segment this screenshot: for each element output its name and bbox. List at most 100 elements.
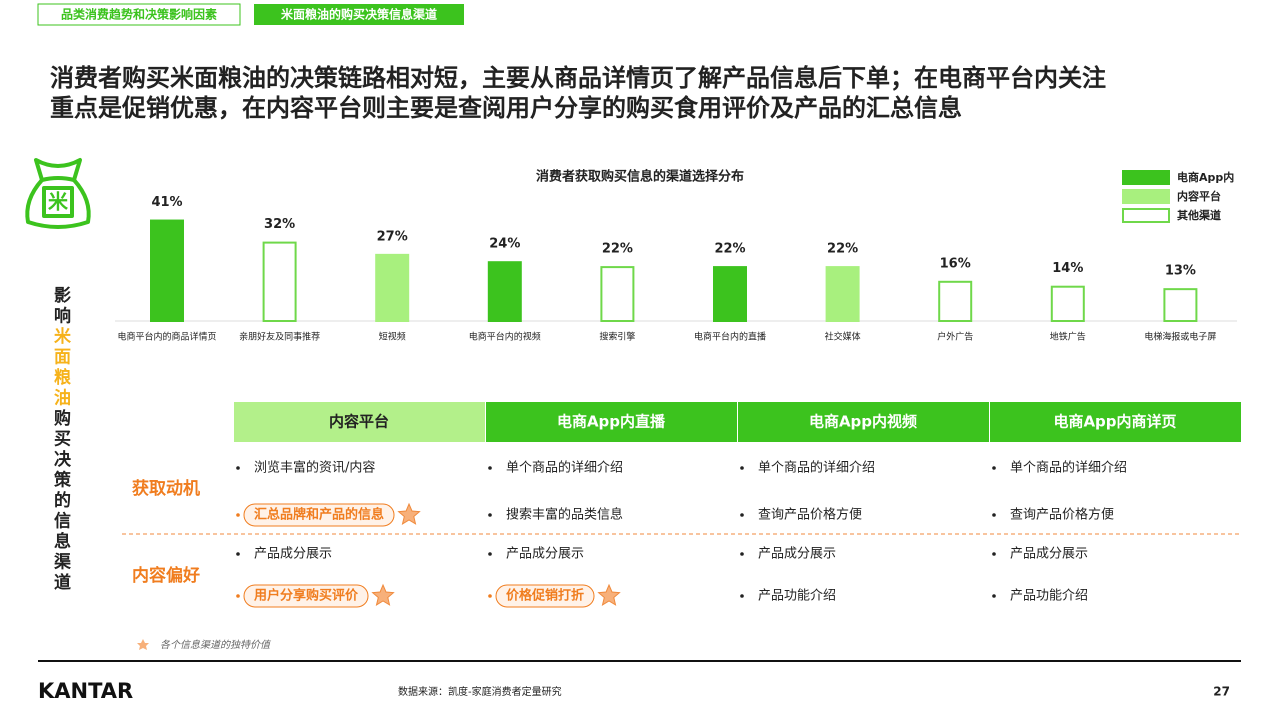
list-item: 浏览丰富的资讯/内容 bbox=[254, 460, 375, 476]
table-header-bg bbox=[990, 402, 1241, 442]
svg-text:米: 米 bbox=[48, 190, 69, 214]
tab[interactable]: 米面粮油的购买决策信息渠道 bbox=[281, 7, 437, 22]
list-item: 查询产品价格方便 bbox=[758, 507, 862, 523]
headline: 重点是促销优惠，在内容平台则主要是查阅用户分享的购买食用评价及产品的汇总信息 bbox=[50, 94, 962, 122]
star-icon bbox=[397, 502, 421, 525]
value-label: 41% bbox=[151, 195, 182, 210]
highlight-pill bbox=[243, 584, 369, 608]
x-tick-label: 地铁广告 bbox=[1050, 331, 1086, 343]
bullet bbox=[740, 552, 744, 556]
bullet bbox=[992, 594, 996, 598]
table-header: 电商App内商详页 bbox=[1053, 413, 1176, 431]
table-header-bg bbox=[234, 402, 485, 442]
tab-box bbox=[37, 3, 241, 26]
table-header: 电商App内视频 bbox=[809, 413, 917, 431]
bar bbox=[150, 219, 184, 322]
value-label: 22% bbox=[602, 242, 633, 257]
bullet bbox=[992, 513, 996, 517]
list-item: 搜索丰富的品类信息 bbox=[506, 507, 623, 523]
list-item: 产品功能介绍 bbox=[758, 589, 836, 604]
bar bbox=[375, 253, 410, 323]
bullet bbox=[992, 552, 996, 556]
list-item: 产品成分展示 bbox=[1010, 547, 1088, 562]
bullet bbox=[236, 466, 240, 470]
x-tick-label: 电商平台内的商品详情页 bbox=[117, 331, 216, 343]
table-header: 内容平台 bbox=[329, 413, 389, 431]
legend-swatch bbox=[1122, 170, 1170, 185]
table-header-bg bbox=[486, 402, 737, 442]
footnote: 各个信息渠道的独特价值 bbox=[160, 639, 272, 651]
chart-title: 消费者获取购买信息的渠道选择分布 bbox=[536, 169, 744, 185]
x-tick-label: 电商平台内的直播 bbox=[694, 331, 766, 343]
bullet bbox=[740, 466, 744, 470]
source: 数据来源：凯度-家庭消费者定量研究 bbox=[398, 685, 562, 698]
bullet bbox=[236, 552, 240, 556]
bar bbox=[713, 266, 747, 323]
tab-box-active bbox=[254, 4, 464, 25]
side-title: 影响米面粮油购买决策的信息渠道 bbox=[48, 286, 73, 594]
list-item: 价格促销打折 bbox=[506, 588, 584, 604]
star-icon bbox=[371, 583, 395, 606]
x-tick-label: 亲朋好友及同事推荐 bbox=[239, 331, 320, 343]
bar bbox=[1163, 288, 1198, 322]
bullet bbox=[740, 513, 744, 517]
list-item: 产品成分展示 bbox=[254, 547, 332, 562]
value-label: 16% bbox=[940, 256, 971, 271]
list-item: 用户分享购买评价 bbox=[253, 588, 359, 604]
value-label: 22% bbox=[827, 242, 858, 257]
value-label: 32% bbox=[264, 217, 295, 232]
list-item: 产品成分展示 bbox=[758, 547, 836, 562]
legend-label: 电商App内 bbox=[1177, 170, 1234, 184]
side-title-part: 购买决策的信息渠道 bbox=[50, 409, 70, 594]
list-item: 单个商品的详细介绍 bbox=[506, 460, 623, 476]
bullet bbox=[236, 513, 240, 517]
bullet bbox=[488, 552, 492, 556]
legend-label: 内容平台 bbox=[1177, 189, 1221, 203]
x-tick-label: 电梯海报或电子屏 bbox=[1144, 331, 1216, 343]
list-item: 单个商品的详细介绍 bbox=[758, 460, 875, 476]
list-item: 产品功能介绍 bbox=[1010, 589, 1088, 604]
x-tick-label: 电商平台内的视频 bbox=[469, 331, 541, 343]
row-label: 获取动机 bbox=[132, 478, 200, 499]
bar bbox=[487, 261, 522, 323]
x-tick-label: 社交媒体 bbox=[825, 331, 861, 343]
list-item: 单个商品的详细介绍 bbox=[1010, 460, 1127, 476]
legend-label: 其他渠道 bbox=[1177, 208, 1221, 222]
bar bbox=[825, 266, 860, 323]
bullet bbox=[992, 466, 996, 470]
value-label: 24% bbox=[489, 237, 520, 252]
tab[interactable]: 品类消费趋势和决策影响因素 bbox=[61, 7, 217, 22]
bar bbox=[938, 280, 973, 322]
highlight-pill bbox=[495, 584, 595, 608]
side-title-part: 影响 bbox=[50, 286, 70, 327]
brand: KANTAR bbox=[38, 679, 133, 703]
legend-swatch bbox=[1122, 189, 1170, 204]
bar bbox=[1050, 285, 1085, 323]
table-header: 电商App内直播 bbox=[557, 413, 666, 431]
page-number: 27 bbox=[1213, 685, 1230, 699]
star-icon bbox=[597, 583, 621, 606]
highlight-pill bbox=[243, 503, 395, 527]
table-header-bg bbox=[738, 402, 989, 442]
star-icon bbox=[137, 639, 149, 650]
rice-bag-icon: 米 bbox=[25, 158, 91, 229]
bullet bbox=[740, 594, 744, 598]
value-label: 13% bbox=[1165, 264, 1196, 279]
row-label: 内容偏好 bbox=[132, 565, 200, 586]
list-item: 产品成分展示 bbox=[506, 547, 584, 562]
legend-swatch bbox=[1122, 208, 1170, 223]
side-title-highlight: 米面粮油 bbox=[50, 327, 70, 409]
value-label: 22% bbox=[714, 242, 745, 257]
value-label: 14% bbox=[1052, 261, 1083, 276]
headline: 消费者购买米面粮油的决策链路相对短，主要从商品详情页了解产品信息后下单；在电商平… bbox=[50, 64, 1106, 92]
x-tick-label: 户外广告 bbox=[937, 331, 973, 343]
x-tick-label: 短视频 bbox=[379, 331, 406, 343]
list-item: 汇总品牌和产品的信息 bbox=[254, 507, 384, 523]
bar bbox=[262, 241, 297, 323]
x-tick-label: 搜索引擎 bbox=[599, 331, 635, 343]
value-label: 27% bbox=[377, 229, 408, 244]
bullet bbox=[488, 513, 492, 517]
bar bbox=[600, 266, 635, 323]
